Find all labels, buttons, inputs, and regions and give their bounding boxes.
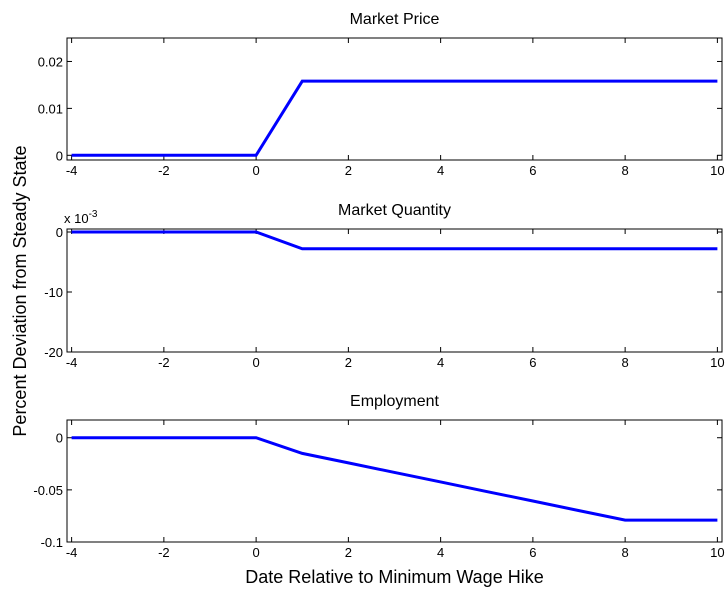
x-tick-label: 4 (437, 163, 444, 178)
y-tick-label: -10 (44, 285, 63, 300)
exponent-power: -3 (89, 209, 98, 220)
y-axis-label: Percent Deviation from Steady State (10, 145, 30, 436)
x-tick-label: 10 (710, 355, 724, 370)
y-tick-label: 0 (56, 148, 63, 163)
y-tick-label: -20 (44, 345, 63, 360)
x-tick-label: -4 (66, 545, 78, 560)
x-tick-label: -4 (66, 355, 78, 370)
x-tick-label: 0 (253, 545, 260, 560)
plot-area (66, 419, 723, 543)
x-tick-label: 6 (529, 355, 536, 370)
y-tick-label: 0 (56, 225, 63, 240)
y-tick-label: 0 (56, 431, 63, 446)
y-tick-label: 0.02 (38, 54, 63, 69)
plot-area (66, 37, 723, 161)
x-tick-label: -4 (66, 163, 78, 178)
line-series (71, 230, 718, 251)
y-tick-label: -0.1 (41, 535, 63, 550)
x-tick-label: 8 (622, 355, 629, 370)
subplot-title: Market Quantity (338, 202, 451, 219)
x-tick-label: 10 (710, 545, 724, 560)
x-tick-label: 6 (529, 545, 536, 560)
line-series (71, 79, 718, 157)
x-tick-label: -2 (158, 545, 170, 560)
x-tick-label: 2 (345, 545, 352, 560)
x-tick-label: 4 (437, 545, 444, 560)
x-tick-label: 10 (710, 163, 724, 178)
x-tick-label: 8 (622, 163, 629, 178)
x-tick-label: 0 (253, 355, 260, 370)
y-tick-label: -0.05 (33, 483, 63, 498)
subplot-title: Employment (350, 393, 439, 410)
line-series (71, 436, 718, 522)
x-tick-label: 2 (345, 355, 352, 370)
exponent-label: x 10-3 (64, 209, 98, 226)
x-tick-label: -2 (158, 163, 170, 178)
exponent-base: x 10 (64, 211, 89, 226)
subplot-title: Market Price (350, 11, 440, 28)
x-axis-label: Date Relative to Minimum Wage Hike (245, 567, 543, 587)
x-tick-label: 0 (253, 163, 260, 178)
x-tick-label: 4 (437, 355, 444, 370)
x-tick-label: 2 (345, 163, 352, 178)
x-tick-label: -2 (158, 355, 170, 370)
x-tick-label: 8 (622, 545, 629, 560)
y-tick-label: 0.01 (38, 101, 63, 116)
x-tick-label: 6 (529, 163, 536, 178)
